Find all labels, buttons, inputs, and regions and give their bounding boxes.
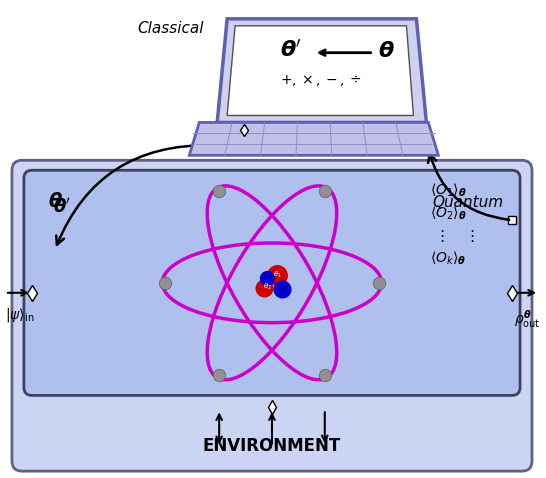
Text: $\vdots \quad \vdots$: $\vdots \quad \vdots$ <box>435 228 475 244</box>
Polygon shape <box>227 26 413 116</box>
FancyBboxPatch shape <box>24 170 520 395</box>
Text: ENVIRONMENT: ENVIRONMENT <box>203 437 341 455</box>
Text: $\theta_2$: $\theta_2$ <box>263 282 271 292</box>
Text: $\langle O_2\rangle_{\boldsymbol{\theta}}$: $\langle O_2\rangle_{\boldsymbol{\theta}… <box>430 205 467 222</box>
Text: $\langle O_k\rangle_{\boldsymbol{\theta}}$: $\langle O_k\rangle_{\boldsymbol{\theta}… <box>430 249 467 267</box>
FancyArrowPatch shape <box>428 154 509 220</box>
Text: Quantum: Quantum <box>432 195 503 210</box>
Text: $|\psi\rangle_{\rm in}$: $|\psi\rangle_{\rm in}$ <box>5 306 34 324</box>
Text: $\boldsymbol{\theta}'$: $\boldsymbol{\theta}'$ <box>280 40 302 62</box>
Text: Classical: Classical <box>138 22 204 36</box>
Text: $+,\times,-,\div$: $+,\times,-,\div$ <box>280 73 361 88</box>
Text: $\rho_{\rm out}^{\boldsymbol{\theta}}$: $\rho_{\rm out}^{\boldsymbol{\theta}}$ <box>514 308 541 330</box>
Text: $\boldsymbol{\theta}'$: $\boldsymbol{\theta}'$ <box>53 197 70 217</box>
Text: $\langle O_1\rangle_{\boldsymbol{\theta}}$: $\langle O_1\rangle_{\boldsymbol{\theta}… <box>430 182 467 199</box>
FancyBboxPatch shape <box>12 160 532 471</box>
FancyArrowPatch shape <box>56 145 211 245</box>
Polygon shape <box>217 19 426 122</box>
Text: $\theta_1$: $\theta_1$ <box>272 270 281 280</box>
Text: $\boldsymbol{\theta}$: $\boldsymbol{\theta}$ <box>48 192 63 211</box>
Text: $\boldsymbol{\theta}$: $\boldsymbol{\theta}$ <box>378 41 395 61</box>
Polygon shape <box>189 122 438 155</box>
